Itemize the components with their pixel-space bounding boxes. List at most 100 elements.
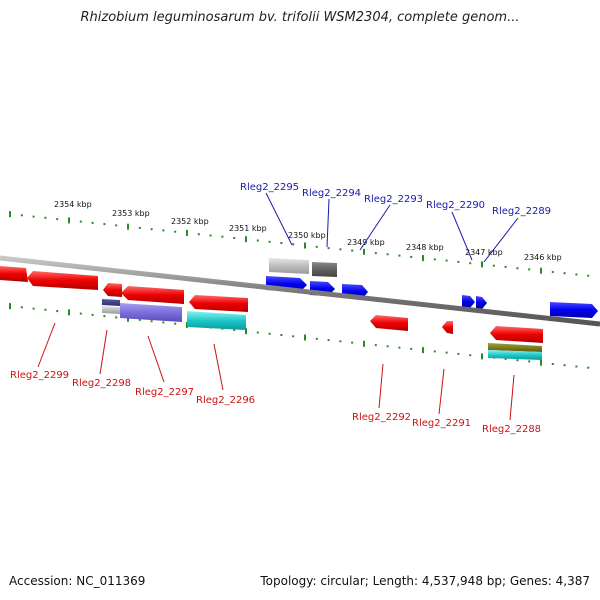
gene-block[interactable] — [102, 299, 120, 306]
minor-tick — [587, 274, 590, 277]
minor-tick — [587, 366, 590, 369]
gene-block[interactable] — [121, 286, 184, 304]
gene-label[interactable]: Rleg2_2298 — [72, 378, 131, 389]
minor-tick — [20, 214, 23, 217]
minor-tick — [528, 268, 531, 271]
minor-tick — [327, 339, 330, 342]
gene-label[interactable]: Rleg2_2289 — [492, 206, 551, 217]
kbp-label: 2351 kbp — [229, 224, 267, 233]
minor-tick — [315, 245, 318, 248]
minor-tick — [516, 267, 519, 270]
major-tick — [127, 223, 129, 230]
minor-tick — [44, 216, 47, 219]
leader-line — [451, 211, 473, 261]
minor-tick — [209, 234, 212, 237]
minor-tick — [386, 345, 389, 348]
gene-block[interactable] — [488, 343, 542, 352]
gene-block[interactable] — [103, 283, 122, 297]
gene-label[interactable]: Rleg2_2292 — [352, 412, 411, 423]
gene-block[interactable] — [490, 326, 543, 343]
kbp-label: 2354 kbp — [54, 200, 92, 209]
minor-tick — [351, 341, 354, 344]
gene-block[interactable] — [370, 315, 408, 331]
gene-block[interactable] — [0, 266, 28, 282]
minor-tick — [79, 312, 82, 315]
gene-block[interactable] — [189, 295, 248, 312]
minor-tick — [551, 363, 554, 365]
leader-line — [378, 363, 384, 409]
topology-text: Topology: circular; Length: 4,537,948 bp… — [260, 574, 590, 588]
gene-block[interactable] — [187, 311, 246, 330]
major-tick — [9, 303, 11, 310]
gene-label[interactable]: Rleg2_2288 — [482, 424, 541, 435]
kbp-label: 2348 kbp — [406, 243, 444, 252]
gene-label[interactable]: Rleg2_2294 — [302, 188, 361, 199]
leader-line — [265, 192, 293, 246]
leader-line — [483, 217, 519, 263]
major-tick — [304, 242, 306, 249]
gene-label[interactable]: Rleg2_2291 — [412, 418, 471, 429]
minor-tick — [91, 221, 94, 224]
minor-tick — [268, 240, 271, 243]
minor-tick — [32, 215, 35, 218]
minor-tick — [20, 306, 23, 309]
chromosome-axis — [0, 255, 600, 327]
gene-block[interactable] — [462, 295, 475, 308]
gene-block[interactable] — [27, 271, 98, 290]
gene-label[interactable]: Rleg2_2295 — [240, 182, 299, 193]
minor-tick — [457, 260, 460, 263]
major-tick — [363, 248, 365, 255]
gene-block[interactable] — [269, 258, 309, 274]
minor-tick — [292, 335, 295, 338]
minor-tick — [91, 313, 94, 316]
major-tick — [422, 347, 424, 354]
gene-block[interactable] — [476, 296, 487, 309]
forward-tick-track — [9, 211, 590, 277]
minor-tick — [410, 347, 413, 350]
minor-tick — [56, 310, 59, 313]
minor-tick — [469, 262, 472, 265]
gene-label[interactable]: Rleg2_2293 — [364, 194, 423, 205]
minor-tick — [551, 271, 554, 273]
minor-tick — [445, 351, 448, 354]
gene-block[interactable] — [120, 303, 182, 322]
major-tick — [363, 340, 365, 347]
leader-line — [213, 343, 224, 391]
gene-label[interactable]: Rleg2_2296 — [196, 395, 255, 406]
minor-tick — [197, 233, 200, 236]
minor-tick — [233, 237, 236, 239]
gene-label[interactable]: Rleg2_2290 — [426, 200, 485, 211]
minor-tick — [162, 229, 165, 232]
gene-block[interactable] — [102, 306, 120, 314]
minor-tick — [138, 318, 141, 321]
gene-label[interactable]: Rleg2_2299 — [10, 370, 69, 381]
major-tick — [9, 211, 11, 218]
minor-tick — [469, 354, 472, 357]
minor-tick — [339, 248, 342, 251]
major-tick — [68, 309, 70, 316]
minor-tick — [563, 364, 566, 367]
minor-tick — [256, 239, 259, 242]
minor-tick — [174, 230, 177, 233]
minor-tick — [56, 218, 59, 221]
gene-block[interactable] — [442, 321, 453, 334]
minor-tick — [44, 308, 47, 311]
major-tick — [481, 261, 483, 268]
gene-block[interactable] — [550, 302, 598, 318]
gene-block[interactable] — [488, 350, 542, 360]
minor-tick — [115, 224, 118, 227]
minor-tick — [280, 334, 283, 336]
gene-label[interactable]: Rleg2_2297 — [135, 387, 194, 398]
minor-tick — [233, 329, 236, 331]
leader-line — [509, 374, 515, 421]
minor-tick — [221, 235, 224, 238]
minor-tick — [138, 226, 141, 229]
reverse-gene-labels: Rleg2_2299 Rleg2_2298 Rleg2_2297 Rleg2_2… — [10, 322, 541, 435]
leader-line — [99, 329, 108, 375]
gene-block[interactable] — [312, 262, 337, 277]
minor-tick — [410, 255, 413, 258]
minor-tick — [563, 272, 566, 275]
minor-tick — [575, 273, 578, 276]
major-tick — [304, 334, 306, 341]
